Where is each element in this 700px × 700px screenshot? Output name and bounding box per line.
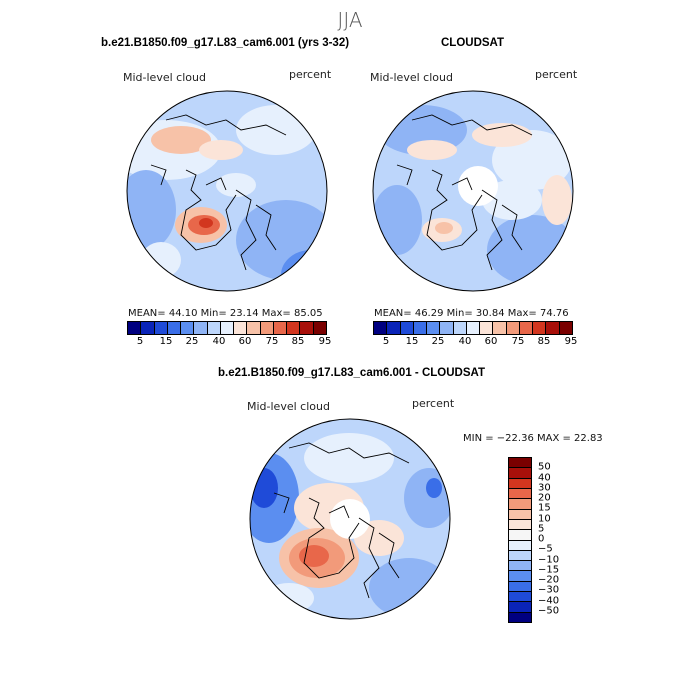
colorbar-swatch	[509, 612, 531, 622]
colorbar-tick: −10	[538, 554, 560, 565]
colorbar-swatch	[509, 602, 531, 613]
colorbar-swatch	[509, 458, 531, 469]
colorbar-swatch	[387, 322, 401, 334]
colorbar-swatch	[509, 550, 531, 562]
colorbar-swatch	[466, 322, 481, 334]
colorbar-tick: 40	[212, 336, 226, 347]
colorbar-swatch	[559, 322, 572, 334]
colorbar-tick: 85	[537, 336, 551, 347]
colorbar-tick: 25	[185, 336, 199, 347]
colorbar-tick: 25	[431, 336, 445, 347]
colorbar-tick: 75	[265, 336, 279, 347]
colorbar-tick: 30	[538, 482, 551, 494]
colorbar-swatch	[413, 322, 428, 334]
panel-diff-minmax: MIN = −22.36 MAX = 22.83	[463, 433, 603, 444]
colorbar-swatch	[480, 322, 494, 334]
colorbar-tick: 15	[538, 502, 551, 514]
colorbar-swatch	[154, 322, 168, 334]
colorbar-tick: 0	[538, 533, 545, 545]
colorbar-swatch	[440, 322, 454, 334]
map-right	[372, 90, 574, 292]
colorbar-swatch	[247, 322, 261, 334]
colorbar-swatch	[509, 468, 531, 479]
colorbar-swatch	[493, 322, 507, 334]
colorbar-swatch	[194, 322, 208, 334]
colorbar-swatch	[207, 322, 221, 334]
colorbar-tick: 40	[538, 472, 551, 483]
colorbar-tick: 60	[484, 336, 498, 347]
colorbar-swatch	[273, 322, 288, 334]
colorbar-swatch	[546, 322, 560, 334]
panel-left-colorbar	[127, 321, 327, 335]
colorbar-tick: 95	[564, 336, 578, 347]
panel-right-units-label: percent	[535, 68, 578, 81]
colorbar-tick: 15	[159, 336, 173, 347]
colorbar-swatch	[181, 322, 195, 334]
panel-right-colorbar-ticks: 5 15 25 40 60 75 85 95	[373, 336, 578, 350]
colorbar-tick: 50	[538, 461, 551, 473]
panel-diff-title: b.e21.B1850.f09_g17.L83_cam6.001 - CLOUD…	[218, 367, 485, 379]
colorbar-tick: 10	[538, 513, 551, 524]
colorbar-swatch	[453, 322, 467, 334]
colorbar-swatch	[509, 519, 531, 531]
panel-diff-units-label: percent	[412, 397, 455, 410]
panel-right-title: CLOUDSAT	[441, 37, 505, 49]
panel-left-title: b.e21.B1850.f09_g17.L83_cam6.001 (yrs 3-…	[101, 37, 350, 49]
panel-diff-colorbar-ticks: 50 40 30 20 15 10 5 0 −5 −10 −15 −20 −30 −40 −50	[538, 457, 578, 623]
colorbar-tick: 60	[238, 336, 252, 347]
colorbar-tick: 20	[538, 492, 551, 504]
colorbar-tick: 5	[136, 336, 144, 347]
colorbar-tick: 5	[538, 523, 545, 535]
panel-left-units-label: percent	[289, 68, 332, 81]
colorbar-swatch	[300, 322, 314, 334]
panel-right-stats: MEAN= 46.29 Min= 30.84 Max= 74.76	[374, 308, 569, 319]
colorbar-tick: 40	[458, 336, 472, 347]
panel-diff-colorbar	[508, 457, 532, 623]
colorbar-swatch	[509, 592, 531, 603]
colorbar-swatch	[509, 478, 531, 489]
colorbar-swatch	[400, 322, 414, 334]
colorbar-swatch	[220, 322, 235, 334]
colorbar-swatch	[509, 499, 531, 510]
colorbar-swatch	[509, 530, 531, 541]
season-title: JJA	[337, 8, 363, 32]
panel-left-variable-label: Mid-level cloud	[123, 71, 206, 84]
colorbar-swatch	[509, 540, 531, 551]
map-left	[126, 90, 328, 292]
colorbar-swatch	[287, 322, 301, 334]
colorbar-tick: −15	[538, 564, 560, 576]
colorbar-swatch	[509, 488, 531, 500]
colorbar-swatch	[427, 322, 441, 334]
colorbar-swatch	[167, 322, 182, 334]
colorbar-swatch	[128, 322, 142, 334]
colorbar-tick: 85	[291, 336, 305, 347]
colorbar-tick: −40	[538, 595, 560, 606]
panel-left-stats: MEAN= 44.10 Min= 23.14 Max= 85.05	[128, 308, 323, 319]
colorbar-tick: 5	[382, 336, 390, 347]
panel-right-variable-label: Mid-level cloud	[370, 71, 453, 84]
colorbar-swatch	[260, 322, 274, 334]
colorbar-swatch	[509, 581, 531, 593]
colorbar-tick: −50	[538, 605, 560, 617]
colorbar-swatch	[509, 509, 531, 520]
colorbar-swatch	[141, 322, 155, 334]
colorbar-swatch	[234, 322, 248, 334]
colorbar-swatch	[519, 322, 534, 334]
panel-right-colorbar	[373, 321, 573, 335]
colorbar-tick: −20	[538, 574, 560, 586]
panel-left-colorbar-ticks: 5 15 25 40 60 75 85 95	[127, 336, 332, 350]
colorbar-tick: −30	[538, 584, 560, 596]
colorbar-tick: 95	[318, 336, 332, 347]
colorbar-swatch	[506, 322, 520, 334]
colorbar-swatch	[313, 322, 326, 334]
colorbar-tick: −5	[538, 543, 553, 555]
map-diff	[249, 418, 451, 620]
colorbar-swatch	[509, 561, 531, 572]
colorbar-swatch	[533, 322, 547, 334]
colorbar-tick: 75	[511, 336, 525, 347]
panel-diff-variable-label: Mid-level cloud	[247, 400, 330, 413]
colorbar-tick: 15	[405, 336, 419, 347]
colorbar-swatch	[374, 322, 388, 334]
colorbar-swatch	[509, 571, 531, 582]
